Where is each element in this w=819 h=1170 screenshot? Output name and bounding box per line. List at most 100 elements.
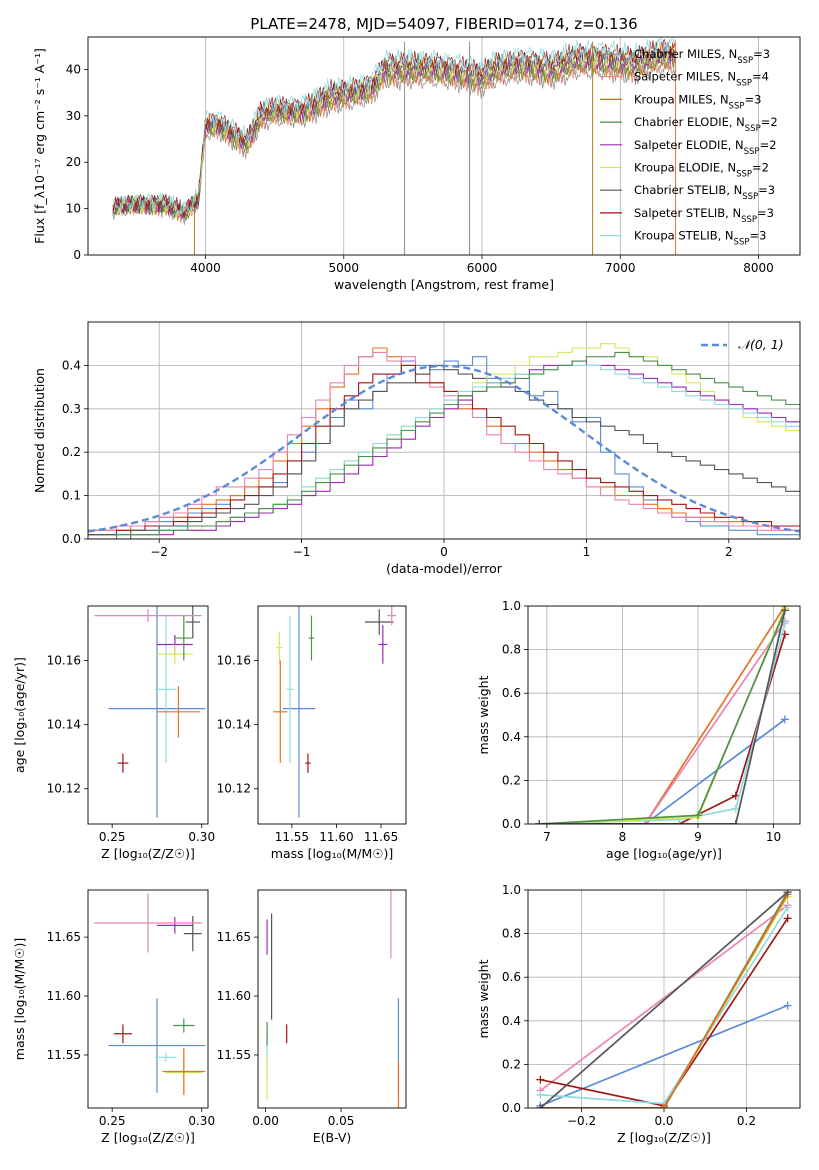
x-tick-label: −2 bbox=[150, 545, 168, 559]
x-tick-label: 8000 bbox=[743, 261, 774, 275]
legend-label-sub: SSP bbox=[744, 147, 760, 157]
legend-label-prefix: Kroupa STELIB, N bbox=[634, 229, 734, 243]
panel-massweight-vs-age: 7 8 9 10 0.0 0.2 0.4 0.6 0.8 1.0 age [log₁₀(age/yr… bbox=[476, 599, 801, 861]
y-tick-label: 0.6 bbox=[502, 686, 521, 700]
massweight-line bbox=[539, 610, 786, 824]
y-tick-label: 11.65 bbox=[217, 930, 251, 944]
legend-label-suffix: =2 bbox=[760, 138, 777, 152]
y-axis-label: Normed distribution bbox=[32, 368, 47, 493]
massweight-line bbox=[539, 620, 786, 824]
x-tick-label: 4000 bbox=[190, 261, 221, 275]
massweight-line bbox=[539, 891, 789, 1108]
axes-frame bbox=[87, 321, 801, 540]
legend-label-prefix: Chabrier STELIB, N bbox=[634, 183, 742, 197]
axes-frame bbox=[527, 889, 801, 1109]
legend-label-prefix: Kroupa MILES, N bbox=[634, 92, 729, 106]
x-tick-label: 9 bbox=[694, 830, 702, 844]
axes-frame bbox=[87, 889, 209, 1109]
y-tick-label: 1.0 bbox=[502, 599, 521, 613]
y-tick-label: 11.55 bbox=[47, 1048, 81, 1062]
spectrum-series-line bbox=[112, 45, 676, 220]
legend-label: Kroupa MILES, NSSP=3 bbox=[634, 92, 761, 111]
x-tick-label: 1 bbox=[583, 545, 591, 559]
panel-residual-histogram: −2 −1 0 1 2 0.0 0.1 0.2 0.3 0.4 (data-model)/error… bbox=[32, 321, 801, 576]
legend-label-suffix: =3 bbox=[758, 183, 775, 197]
y-tick-label: 11.60 bbox=[47, 989, 81, 1003]
massweight-line bbox=[539, 623, 786, 824]
x-tick-label: 7 bbox=[543, 830, 551, 844]
x-tick-label: 11.65 bbox=[364, 830, 398, 844]
legend-label-sub: SSP bbox=[736, 170, 752, 180]
x-tick-label: −1 bbox=[293, 545, 311, 559]
histogram-step bbox=[88, 351, 800, 539]
massweight-line bbox=[539, 606, 786, 824]
y-tick-label: 0.6 bbox=[502, 970, 521, 984]
x-axis-label: Z [log₁₀(Z/Z☉)] bbox=[101, 1130, 195, 1145]
y-tick-label: 0.0 bbox=[502, 817, 521, 831]
legend-label: Kroupa ELODIE, NSSP=2 bbox=[634, 161, 769, 180]
y-tick-label: 10.16 bbox=[47, 654, 81, 668]
legend-label-suffix: =2 bbox=[752, 161, 769, 175]
plot-area bbox=[528, 890, 800, 1108]
x-tick-label: 0.30 bbox=[188, 1114, 215, 1128]
y-tick-label: 0.8 bbox=[502, 927, 521, 941]
y-axis-label: age [log₁₀(age/yr)] bbox=[12, 657, 27, 773]
x-axis-label: age [log₁₀(age/yr)] bbox=[606, 846, 722, 861]
plot-area bbox=[94, 893, 206, 1096]
y-tick-label: 0.3 bbox=[62, 402, 81, 416]
y-tick-label: 0.2 bbox=[502, 773, 521, 787]
x-tick-label: 0.25 bbox=[99, 830, 126, 844]
legend-label-suffix: =3 bbox=[757, 206, 774, 220]
plot-area bbox=[528, 606, 800, 824]
y-tick-label: 20 bbox=[66, 155, 81, 169]
y-tick-label: 30 bbox=[66, 109, 81, 123]
x-tick-label: 0.25 bbox=[99, 1114, 126, 1128]
y-tick-label: 10.16 bbox=[217, 654, 251, 668]
x-axis-label: Z [log₁₀(Z/Z☉)] bbox=[617, 1130, 711, 1145]
legend-label: Chabrier MILES, NSSP=3 bbox=[634, 47, 770, 66]
legend-label: Salpeter STELIB, NSSP=3 bbox=[634, 206, 774, 225]
legend-label-suffix: =3 bbox=[744, 92, 761, 106]
x-tick-label: 0.00 bbox=[252, 1114, 279, 1128]
figure-title: PLATE=2478, MJD=54097, FIBERID=0174, z=0… bbox=[250, 15, 637, 33]
y-tick-label: 10.12 bbox=[217, 782, 251, 796]
x-tick-label: 0.05 bbox=[328, 1114, 355, 1128]
legend-label-sub: SSP bbox=[737, 56, 753, 66]
y-tick-label: 40 bbox=[66, 62, 81, 76]
axes-frame bbox=[257, 889, 407, 1109]
axes-frame bbox=[87, 605, 209, 825]
plot-area bbox=[94, 606, 206, 818]
x-tick-label: 11.55 bbox=[275, 830, 309, 844]
y-tick-label: 10 bbox=[66, 202, 81, 216]
panel-mass-vs-z: 0.25 0.30 11.55 11.60 11.65 Z [log₁₀(Z/Z☉)] ma… bbox=[12, 889, 215, 1145]
x-tick-label: −0.2 bbox=[567, 1114, 596, 1128]
legend-label: Kroupa STELIB, NSSP=3 bbox=[634, 229, 766, 248]
massweight-line bbox=[539, 718, 786, 824]
y-tick-label: 0.1 bbox=[62, 489, 81, 503]
x-axis-label: (data-model)/error bbox=[386, 561, 503, 576]
spectrum-series-line bbox=[112, 42, 676, 217]
legend-label: 𝒩(0, 1) bbox=[738, 337, 784, 352]
plot-area bbox=[273, 606, 397, 818]
y-axis-label: Flux [f_λ10⁻¹⁷ erg cm⁻² s⁻¹ A⁻¹] bbox=[32, 48, 47, 244]
legend-label-suffix: =3 bbox=[753, 47, 770, 61]
y-tick-label: 0.4 bbox=[502, 1014, 521, 1028]
legend-label-sub: SSP bbox=[742, 192, 758, 202]
panel-age-vs-z: 0.25 0.30 10.12 10.14 10.16 Z [log₁₀(Z/Z☉)] ag… bbox=[12, 605, 215, 861]
legend-label-sub: SSP bbox=[734, 238, 750, 248]
y-tick-label: 10.14 bbox=[217, 718, 251, 732]
histogram-step bbox=[88, 364, 800, 536]
legend-label: Salpeter MILES, NSSP=4 bbox=[634, 70, 769, 89]
y-tick-label: 0 bbox=[73, 248, 81, 262]
legend-label: Salpeter ELODIE, NSSP=2 bbox=[634, 138, 777, 157]
massweight-line bbox=[539, 607, 786, 824]
y-tick-label: 10.14 bbox=[47, 718, 81, 732]
spectrum-series-line bbox=[112, 39, 676, 218]
legend-label: Chabrier ELODIE, NSSP=2 bbox=[634, 115, 778, 134]
legend-label-prefix: Salpeter ELODIE, N bbox=[634, 138, 744, 152]
panel-mass-vs-ebv: 0.00 0.05 11.55 11.60 11.65 E(B-V) bbox=[217, 889, 407, 1145]
panel-massweight-vs-z: −0.2 0.0 0.2 0.0 0.2 0.4 0.6 0.8 1.0 Z [log₁₀(Z/Z… bbox=[476, 883, 801, 1145]
legend-label-prefix: Salpeter STELIB, N bbox=[634, 206, 741, 220]
x-tick-label: 6000 bbox=[467, 261, 498, 275]
y-axis-label: mass weight bbox=[476, 675, 491, 754]
